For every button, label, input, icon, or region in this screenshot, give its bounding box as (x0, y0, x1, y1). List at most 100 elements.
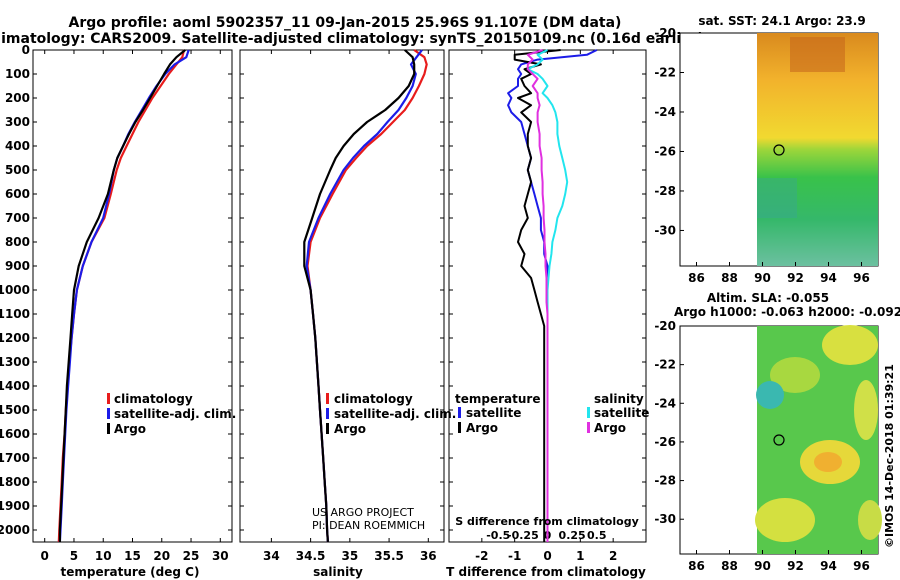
depth-tick-label: 300 (5, 115, 30, 129)
map-x-tick-label: 96 (853, 271, 870, 285)
map-x-tick-label: 96 (853, 559, 870, 573)
map-y-tick-label: -24 (654, 396, 676, 410)
sst-warm-patch (790, 37, 845, 72)
legend-label-argo: Argo (114, 422, 146, 436)
x-tick-label: 36 (420, 549, 437, 563)
map-y-tick-label: -26 (654, 435, 676, 449)
legend-label-satellite: satellite-adj. clim. (114, 407, 236, 421)
salinity-axis-label: salinity (313, 565, 363, 579)
salinity-axis: 34 34.5 35 35.5 36 (263, 50, 437, 563)
sst-label: sat. SST: 24.1 Argo: 23.9 (698, 14, 865, 28)
legend-title-salinity: salinity (594, 392, 644, 406)
temperature-legend: climatology satellite-adj. clim. Argo (107, 392, 236, 436)
map-y-tick-label: -30 (654, 223, 676, 237)
sla-blob (814, 452, 842, 472)
s-tick-label: 0.5 (587, 529, 607, 542)
sla-blob (770, 357, 820, 393)
legend-label-argo: Argo (334, 422, 366, 436)
legend-swatch-argo (107, 423, 110, 434)
x-tick-label: -2 (475, 549, 488, 563)
sst-ticks: 86 88 90 92 94 96 -20 -22 -24 -26 -28 -30 (654, 26, 870, 285)
sla-ticks: 86 88 90 92 94 96 -20 -22 -24 -26 -28 -30 (654, 319, 870, 573)
series-line-climatology (57, 49, 186, 543)
legend-label-t-satellite: satellite (466, 406, 521, 420)
sla-argo-marker (773, 434, 785, 446)
map-y-tick-label: -20 (654, 319, 676, 333)
s-tick-label: -0.25 (507, 529, 539, 542)
sla-blob (858, 500, 882, 540)
legend-swatch-satellite (326, 408, 329, 419)
depth-tick-label: 1400 (0, 379, 30, 393)
sla-blob (854, 380, 878, 440)
sla-blob (822, 325, 878, 365)
legend-label-climatology: climatology (114, 392, 193, 406)
x-tick-label: 2 (609, 549, 617, 563)
map-x-tick-label: 94 (820, 559, 837, 573)
map-y-tick-label: -22 (654, 358, 676, 372)
map-x-tick-label: 92 (787, 559, 804, 573)
map-y-tick-label: -20 (654, 26, 676, 40)
legend-label-climatology: climatology (334, 392, 413, 406)
series-line-t-argo (513, 49, 561, 542)
legend-swatch-argo (326, 423, 329, 434)
map-x-tick-label: 90 (754, 271, 771, 285)
legend-label-t-argo: Argo (466, 421, 498, 435)
legend-label-s-satellite: satellite (594, 406, 649, 420)
series-line-argo (58, 49, 186, 542)
x-tick-label: 15 (124, 549, 141, 563)
s-tick-label: -0.5 (486, 529, 510, 542)
depth-tick-label: 2000 (0, 523, 30, 537)
x-tick-label: 0 (41, 549, 49, 563)
map-y-tick-label: -26 (654, 144, 676, 158)
legend-swatch-s-argo (587, 422, 590, 433)
s-tick-label: 0.25 (559, 529, 586, 542)
x-tick-label: 35.5 (374, 549, 404, 563)
salinity-panel-frame (239, 49, 445, 543)
depth-tick-label: 800 (5, 235, 30, 249)
x-tick-label: 20 (153, 549, 170, 563)
depth-tick-label: 0 (22, 43, 30, 57)
depth-tick-label: 1800 (0, 475, 30, 489)
depth-tick-label: 1100 (0, 307, 30, 321)
x-tick-label: 34.5 (296, 549, 326, 563)
t-difference-axis-label: T difference from climatology (446, 565, 646, 579)
sst-cool-patch (757, 178, 797, 218)
sst-argo-marker (773, 144, 785, 156)
depth-tick-label: 900 (5, 259, 30, 273)
x-tick-label: 25 (183, 549, 200, 563)
x-tick-label: 1 (576, 549, 584, 563)
depth-tick-label: 1600 (0, 427, 30, 441)
map-x-tick-label: 92 (787, 271, 804, 285)
temperature-series (57, 49, 190, 543)
series-line-satellite-adj-clim- (58, 49, 190, 543)
difference-axis: -2 -1 0 1 2-0.5-0.25 0 0.25 0.5 (475, 50, 617, 563)
depth-tick-label: 500 (5, 163, 30, 177)
x-tick-label: 30 (212, 549, 229, 563)
salinity-legend: climatology satellite-adj. clim. Argo (326, 392, 456, 436)
legend-label-satellite: satellite-adj. clim. (334, 407, 456, 421)
map-x-tick-label: 88 (721, 271, 738, 285)
map-y-tick-label: -30 (654, 512, 676, 526)
sla-blob (756, 381, 784, 409)
map-y-tick-label: -28 (654, 474, 676, 488)
x-tick-label: 35 (341, 549, 358, 563)
sla-map: 86 88 90 92 94 96 -20 -22 -24 -26 -28 -30 (654, 319, 882, 573)
x-tick-label: -1 (508, 549, 521, 563)
depth-tick-label: 1500 (0, 403, 30, 417)
series-line-t-satellite (507, 49, 598, 542)
sla-blob (755, 498, 815, 542)
legend-swatch-satellite (107, 408, 110, 419)
title-line1: Argo profile: aoml 5902357_11 09-Jan-201… (69, 15, 622, 31)
credit-project: US ARGO PROJECT (312, 506, 414, 519)
imos-credit: ©IMOS 14-Dec-2018 01:39:21 (883, 364, 896, 548)
temperature-axis: 0 5 10 15 20 25 30 (41, 50, 229, 563)
sla-label-1: Altim. SLA: -0.055 (707, 291, 829, 305)
sst-map: 86 88 90 92 94 96 -20 -22 -24 -26 -28 -30 (654, 26, 879, 285)
map-x-tick-label: 90 (754, 559, 771, 573)
depth-tick-label: 200 (5, 91, 30, 105)
depth-tick-label: 100 (5, 67, 30, 81)
x-tick-label: 0 (543, 549, 551, 563)
depth-tick-label: 600 (5, 187, 30, 201)
map-x-tick-label: 88 (721, 559, 738, 573)
